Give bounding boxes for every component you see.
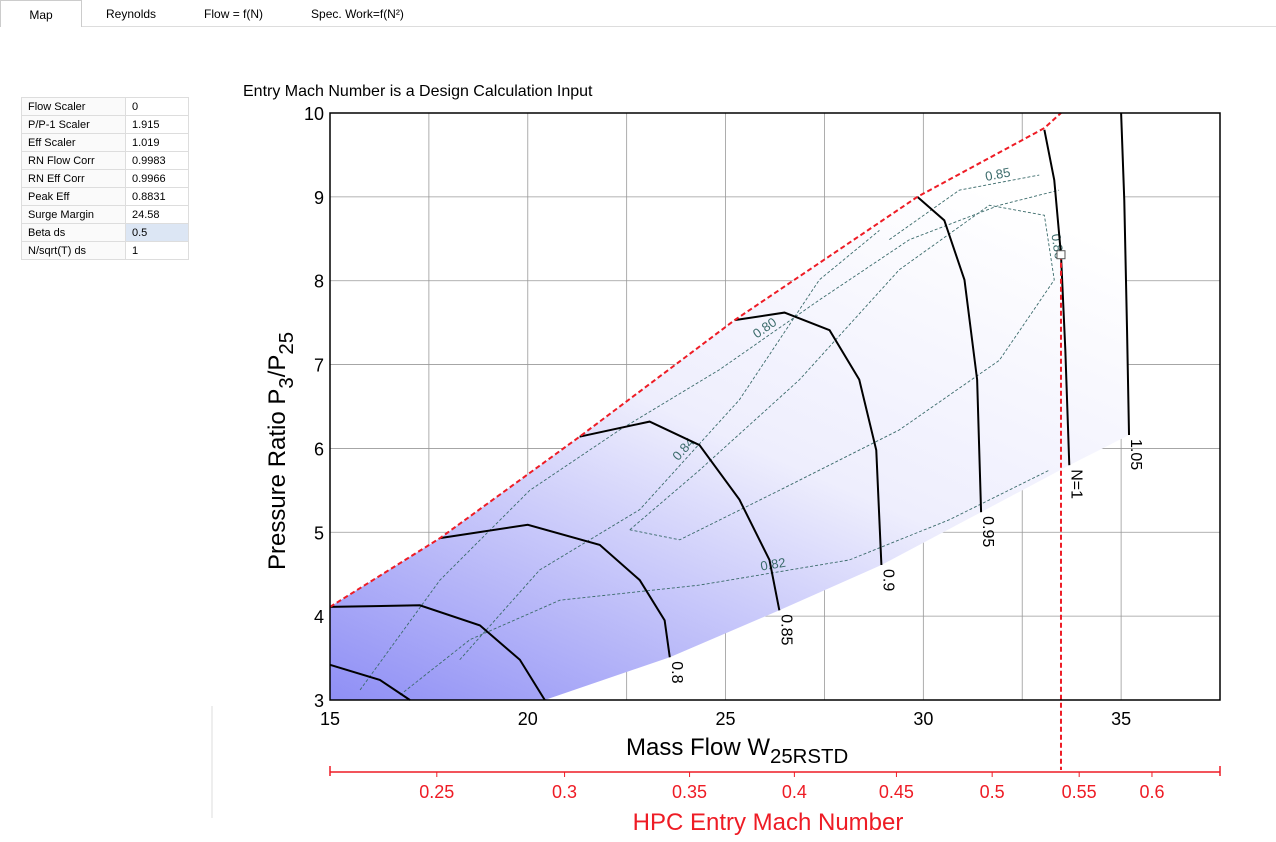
y-tick-label: 6 — [314, 439, 324, 459]
chart-title: Entry Mach Number is a Design Calculatio… — [243, 83, 593, 100]
subscript: 25 — [276, 332, 298, 355]
parameter-label: RN Flow Corr — [21, 151, 126, 170]
mach-axis-label: HPC Entry Mach Number — [633, 809, 904, 836]
parameter-row: N/sqrt(T) ds 1 — [21, 241, 189, 260]
parameter-label: N/sqrt(T) ds — [21, 241, 126, 260]
speed-line — [916, 196, 983, 513]
axis-label: Mass Flow W25RSTD — [626, 734, 848, 768]
speed-line — [329, 663, 411, 701]
y-tick-label: 9 — [314, 188, 324, 208]
efficiency-contour — [889, 174, 1040, 240]
parameter-value: 1.915 — [125, 115, 189, 134]
subscript: 25RSTD — [770, 746, 848, 768]
speed-line — [1120, 112, 1131, 436]
x-tick-label: 35 — [1111, 709, 1131, 729]
x-tick-label: 20 — [518, 709, 538, 729]
speed-line — [734, 311, 883, 566]
surge-line — [329, 112, 1062, 608]
mach-tick-label: 0.35 — [672, 782, 707, 802]
tab-bar: Map Reynolds Flow = f(N) Spec. Work=f(N²) — [0, 0, 1276, 27]
mach-tick-label: 0.55 — [1062, 782, 1097, 802]
parameter-table: Flow Scaler 0 P/P-1 Scaler 1.915 Eff Scaler 1… — [21, 97, 189, 260]
parameter-label: Eff Scaler — [21, 133, 126, 152]
parameter-label: Beta ds — [21, 223, 126, 242]
contour-label: 0.85 — [984, 165, 1012, 184]
mach-tick-label: 0.3 — [552, 782, 577, 802]
tab[interactable]: Reynolds — [106, 7, 157, 21]
speed-line-label: N=1 — [1067, 469, 1084, 499]
mach-tick-label: 0.45 — [879, 782, 914, 802]
speed-line-label: 0.85 — [777, 614, 794, 645]
parameter-row: Beta ds 0.5 — [21, 223, 189, 242]
axis-label: Pressure Ratio P3/P25 — [264, 332, 298, 570]
y-tick-label: 8 — [314, 272, 324, 292]
speed-line — [329, 604, 546, 701]
mach-tick-label: 0.4 — [782, 782, 807, 802]
tab[interactable]: Spec. Work=f(N²) — [311, 7, 404, 21]
efficiency-contour — [459, 230, 880, 661]
subscript: 3 — [276, 377, 298, 388]
x-tick-label: 15 — [320, 709, 340, 729]
parameter-row: RN Flow Corr 0.9983 — [21, 151, 189, 170]
parameter-row: P/P-1 Scaler 1.915 — [21, 115, 189, 134]
parameter-row: Surge Margin 24.58 — [21, 205, 189, 224]
y-tick-label: 4 — [314, 607, 324, 627]
parameter-value: 0.9966 — [125, 169, 189, 188]
parameter-row: Peak Eff 0.8831 — [21, 187, 189, 206]
y-tick-label: 3 — [314, 691, 324, 711]
x-tick-label: 25 — [716, 709, 736, 729]
parameter-value: 0.9983 — [125, 151, 189, 170]
speed-line-label: 0.8 — [668, 661, 685, 683]
speed-line-label: 0.95 — [979, 516, 996, 547]
speed-line — [439, 523, 671, 658]
speed-line — [579, 420, 781, 611]
parameter-value: 1 — [125, 241, 189, 260]
label-text: Mass Flow W — [626, 734, 770, 761]
mach-tick-label: 0.6 — [1139, 782, 1164, 802]
plot-frame — [329, 112, 1221, 701]
tab[interactable]: Map — [0, 0, 82, 27]
x-tick-label: 30 — [913, 709, 933, 729]
speed-line-label: 1.05 — [1127, 439, 1144, 470]
speed-line-label: 0.9 — [879, 569, 896, 591]
mach-tick-label: 0.25 — [419, 782, 454, 802]
parameter-label: Peak Eff — [21, 187, 126, 206]
parameter-label: Surge Margin — [21, 205, 126, 224]
label-text: /P — [264, 355, 291, 378]
tab[interactable]: Flow = f(N) — [204, 7, 264, 21]
map-region — [330, 113, 1130, 700]
efficiency-contour — [359, 189, 1060, 691]
operating-point — [1056, 250, 1066, 260]
mach-tick-label: 0.5 — [980, 782, 1005, 802]
y-tick-label: 7 — [314, 356, 324, 376]
label-text: Pressure Ratio P — [264, 389, 291, 570]
efficiency-contour — [399, 469, 1050, 696]
y-tick-label: 5 — [314, 523, 324, 543]
y-tick-label: 10 — [304, 104, 324, 124]
contour-label: 0.82 — [759, 555, 786, 574]
